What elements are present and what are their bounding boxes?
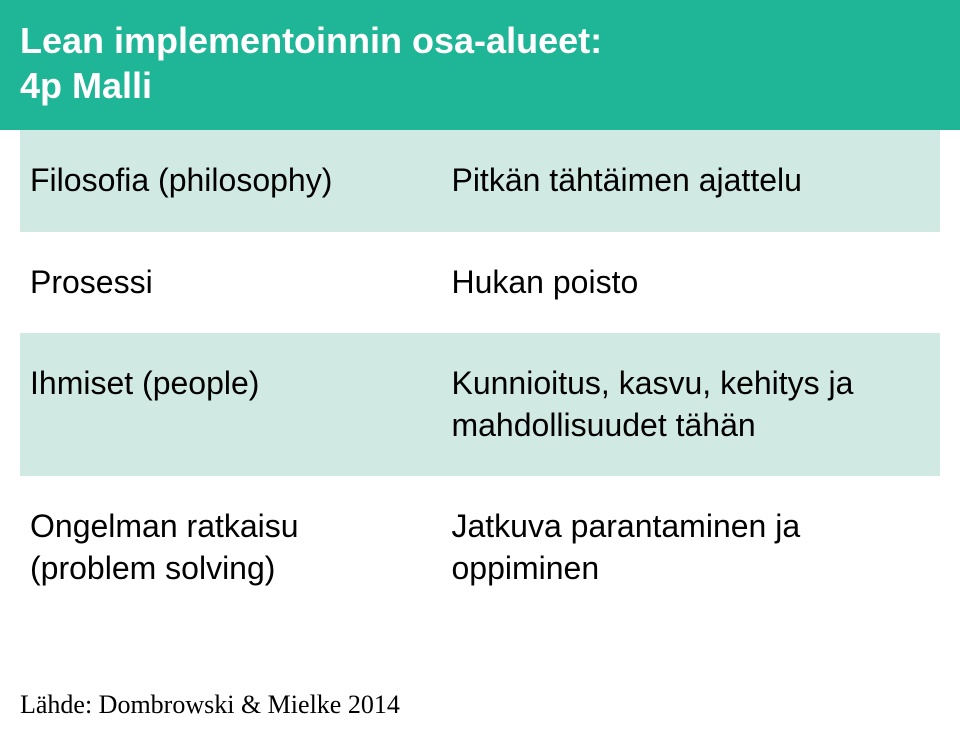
source-citation: Lähde: Dombrowski & Mielke 2014	[20, 690, 400, 720]
content-table: Filosofia (philosophy) Pitkän tähtäimen …	[20, 130, 940, 620]
cell-right: Kunnioitus, kasvu, kehitys ja mahdollisu…	[441, 333, 940, 476]
title-line-2: 4p Malli	[20, 63, 940, 108]
title-bar: Lean implementoinnin osa-alueet: 4p Mall…	[0, 0, 960, 130]
cell-right: Hukan poisto	[441, 232, 940, 334]
cell-left: Filosofia (philosophy)	[20, 130, 441, 232]
table-row: Prosessi Hukan poisto	[20, 232, 940, 334]
slide: Lean implementoinnin osa-alueet: 4p Mall…	[0, 0, 960, 744]
cell-left: Ihmiset (people)	[20, 333, 441, 476]
table-row: Ihmiset (people) Kunnioitus, kasvu, kehi…	[20, 333, 940, 476]
table-row: Ongelman ratkaisu (problem solving) Jatk…	[20, 476, 940, 619]
cell-right: Jatkuva parantaminen ja oppiminen	[441, 476, 940, 619]
table-row: Filosofia (philosophy) Pitkän tähtäimen …	[20, 130, 940, 232]
cell-left: Ongelman ratkaisu (problem solving)	[20, 476, 441, 619]
title-line-1: Lean implementoinnin osa-alueet:	[20, 18, 940, 63]
cell-left: Prosessi	[20, 232, 441, 334]
cell-right: Pitkän tähtäimen ajattelu	[441, 130, 940, 232]
